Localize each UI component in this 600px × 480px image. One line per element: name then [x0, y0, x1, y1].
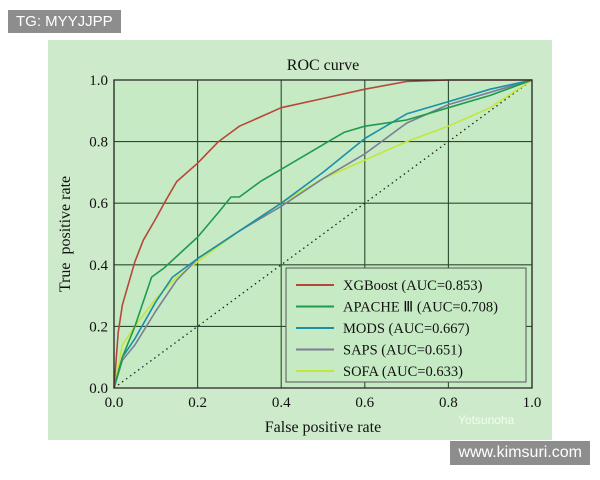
series-line	[113, 79, 533, 389]
legend-label: SOFA (AUC=0.633)	[343, 364, 463, 380]
x-tick-label: 0.8	[439, 395, 458, 411]
series-line	[113, 79, 533, 389]
plot-watermark: Yotsunoha	[458, 413, 515, 427]
y-tick-label: 0.0	[89, 381, 108, 397]
tick-labels: 0.0 0.2 0.4 0.6 0.8 1.0 0.0 0.2 0.4 0.6 0.8 1.0	[89, 73, 541, 411]
series-line	[113, 79, 532, 389]
y-tick-label: 0.6	[89, 196, 108, 212]
x-tick-label: 0.0	[105, 395, 124, 411]
x-tick-label: 0.6	[355, 395, 374, 411]
y-axis-label: True positive rate	[57, 176, 74, 292]
x-tick-label: 0.4	[272, 395, 291, 411]
legend-label: XGBoost (AUC=0.853)	[343, 278, 483, 294]
y-tick-label: 0.8	[89, 135, 108, 151]
watermark-top-left: TG: MYYJJPP	[8, 10, 121, 33]
legend-label: MODS (AUC=0.667)	[343, 321, 470, 337]
y-tick-label: 1.0	[89, 73, 108, 89]
plot-border	[113, 79, 533, 389]
legend-box	[285, 267, 527, 383]
x-tick-label: 1.0	[523, 395, 542, 411]
series-line	[113, 79, 533, 389]
legend-label: SAPS (AUC=0.651)	[343, 343, 463, 359]
y-tick-label: 0.4	[89, 258, 108, 274]
legend-label: APACHE Ⅲ (AUC=0.708)	[343, 300, 498, 316]
watermark-bottom-right: www.kimsuri.com	[450, 441, 590, 465]
x-tick-label: 0.2	[188, 395, 207, 411]
x-axis-label: False positive rate	[265, 419, 381, 436]
series-lines	[113, 79, 533, 389]
chart-title: ROC curve	[287, 57, 359, 74]
y-tick-label: 0.2	[89, 319, 108, 335]
legend: XGBoost (AUC=0.853) APACHE Ⅲ (AUC=0.708) M…	[285, 267, 527, 383]
